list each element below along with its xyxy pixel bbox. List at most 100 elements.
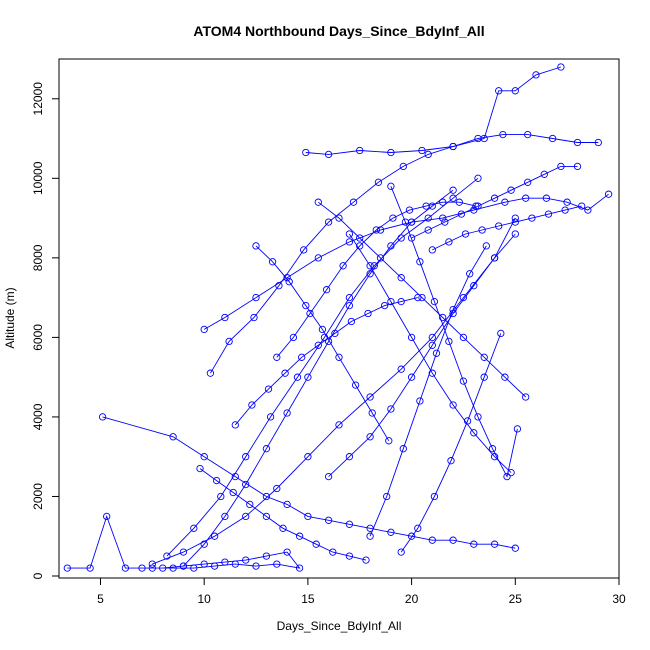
data-point	[540, 170, 548, 178]
y-tick-label: 8000	[31, 244, 45, 271]
series-line	[210, 134, 599, 374]
data-point	[312, 540, 320, 548]
data-point	[324, 516, 333, 524]
data-point	[366, 262, 374, 270]
y-axis: 0 2000 4000 6000 8000 10000 12000	[31, 82, 59, 579]
data-point	[275, 282, 283, 290]
data-point	[449, 142, 457, 151]
series-11	[345, 230, 515, 477]
data-point	[196, 464, 204, 473]
data-point	[428, 536, 436, 544]
data-point	[231, 421, 239, 429]
data-point	[495, 222, 503, 230]
data-point	[449, 305, 457, 314]
data-point	[252, 562, 260, 570]
data-point	[507, 186, 515, 194]
data-point	[578, 202, 586, 210]
data-point	[179, 548, 188, 556]
data-point	[345, 301, 354, 310]
data-point	[401, 218, 410, 226]
data-point	[366, 433, 374, 441]
x-axis: 5 10 15 20 25 30	[97, 578, 626, 606]
data-point	[339, 262, 347, 270]
data-point	[478, 226, 486, 234]
series-8	[302, 63, 565, 159]
data-point	[103, 512, 111, 521]
data-point	[331, 329, 339, 338]
data-point	[304, 453, 312, 461]
data-point	[439, 198, 447, 206]
x-axis-label: Days_Since_BdyInf_All	[277, 619, 402, 633]
data-point	[501, 373, 509, 381]
data-point	[351, 381, 360, 389]
data-point	[314, 254, 322, 262]
data-point	[480, 134, 488, 143]
data-point	[295, 532, 304, 540]
series-12	[366, 242, 490, 540]
data-point	[370, 262, 378, 270]
x-tick-label: 25	[509, 592, 523, 606]
data-point	[318, 325, 327, 334]
data-point	[428, 333, 436, 342]
data-point	[179, 562, 188, 570]
data-point	[573, 138, 582, 147]
data-point	[561, 206, 569, 214]
data-point	[242, 480, 250, 489]
data-point	[383, 492, 391, 501]
data-point	[445, 238, 453, 246]
data-point	[262, 445, 271, 453]
data-point	[513, 425, 522, 433]
data-point	[511, 230, 519, 238]
data-point	[449, 194, 457, 202]
data-point	[397, 365, 405, 373]
data-point	[212, 476, 221, 485]
data-point	[414, 524, 422, 532]
data-point	[466, 270, 474, 278]
data-point	[304, 512, 312, 521]
x-tick-label: 10	[198, 592, 212, 606]
data-point	[248, 401, 256, 409]
data-point	[335, 353, 343, 361]
data-point	[279, 524, 287, 532]
data-point	[407, 373, 416, 381]
x-tick-label: 30	[612, 592, 626, 606]
series-15	[407, 162, 582, 242]
data-point	[490, 540, 499, 548]
data-point	[374, 178, 383, 186]
data-point	[306, 309, 314, 318]
data-point	[200, 540, 208, 548]
data-point	[329, 548, 337, 556]
data-point	[604, 190, 613, 198]
data-point	[210, 532, 219, 540]
data-point	[345, 552, 354, 560]
data-point	[416, 397, 424, 405]
data-point	[324, 472, 333, 481]
data-point	[221, 558, 229, 566]
data-point	[482, 242, 490, 250]
data-point	[302, 301, 310, 310]
data-point	[322, 286, 331, 294]
data-point	[387, 528, 395, 536]
data-point	[528, 214, 536, 222]
series-line	[183, 189, 454, 567]
series-line	[199, 468, 367, 561]
series-1	[63, 512, 304, 572]
data-point	[470, 540, 478, 548]
data-point	[242, 512, 250, 521]
data-point	[522, 393, 530, 401]
plot-frame	[58, 58, 620, 579]
data-point	[472, 202, 480, 210]
data-point	[414, 293, 422, 302]
series-17	[252, 242, 393, 445]
data-point	[366, 393, 374, 401]
data-point	[455, 198, 463, 206]
data-point	[366, 270, 374, 278]
data-point	[416, 258, 424, 266]
series-line	[432, 205, 582, 251]
series-2	[98, 413, 519, 552]
data-point	[495, 87, 503, 95]
data-point	[397, 274, 405, 282]
data-point	[490, 194, 499, 202]
data-point	[376, 254, 385, 262]
data-point	[169, 564, 177, 572]
